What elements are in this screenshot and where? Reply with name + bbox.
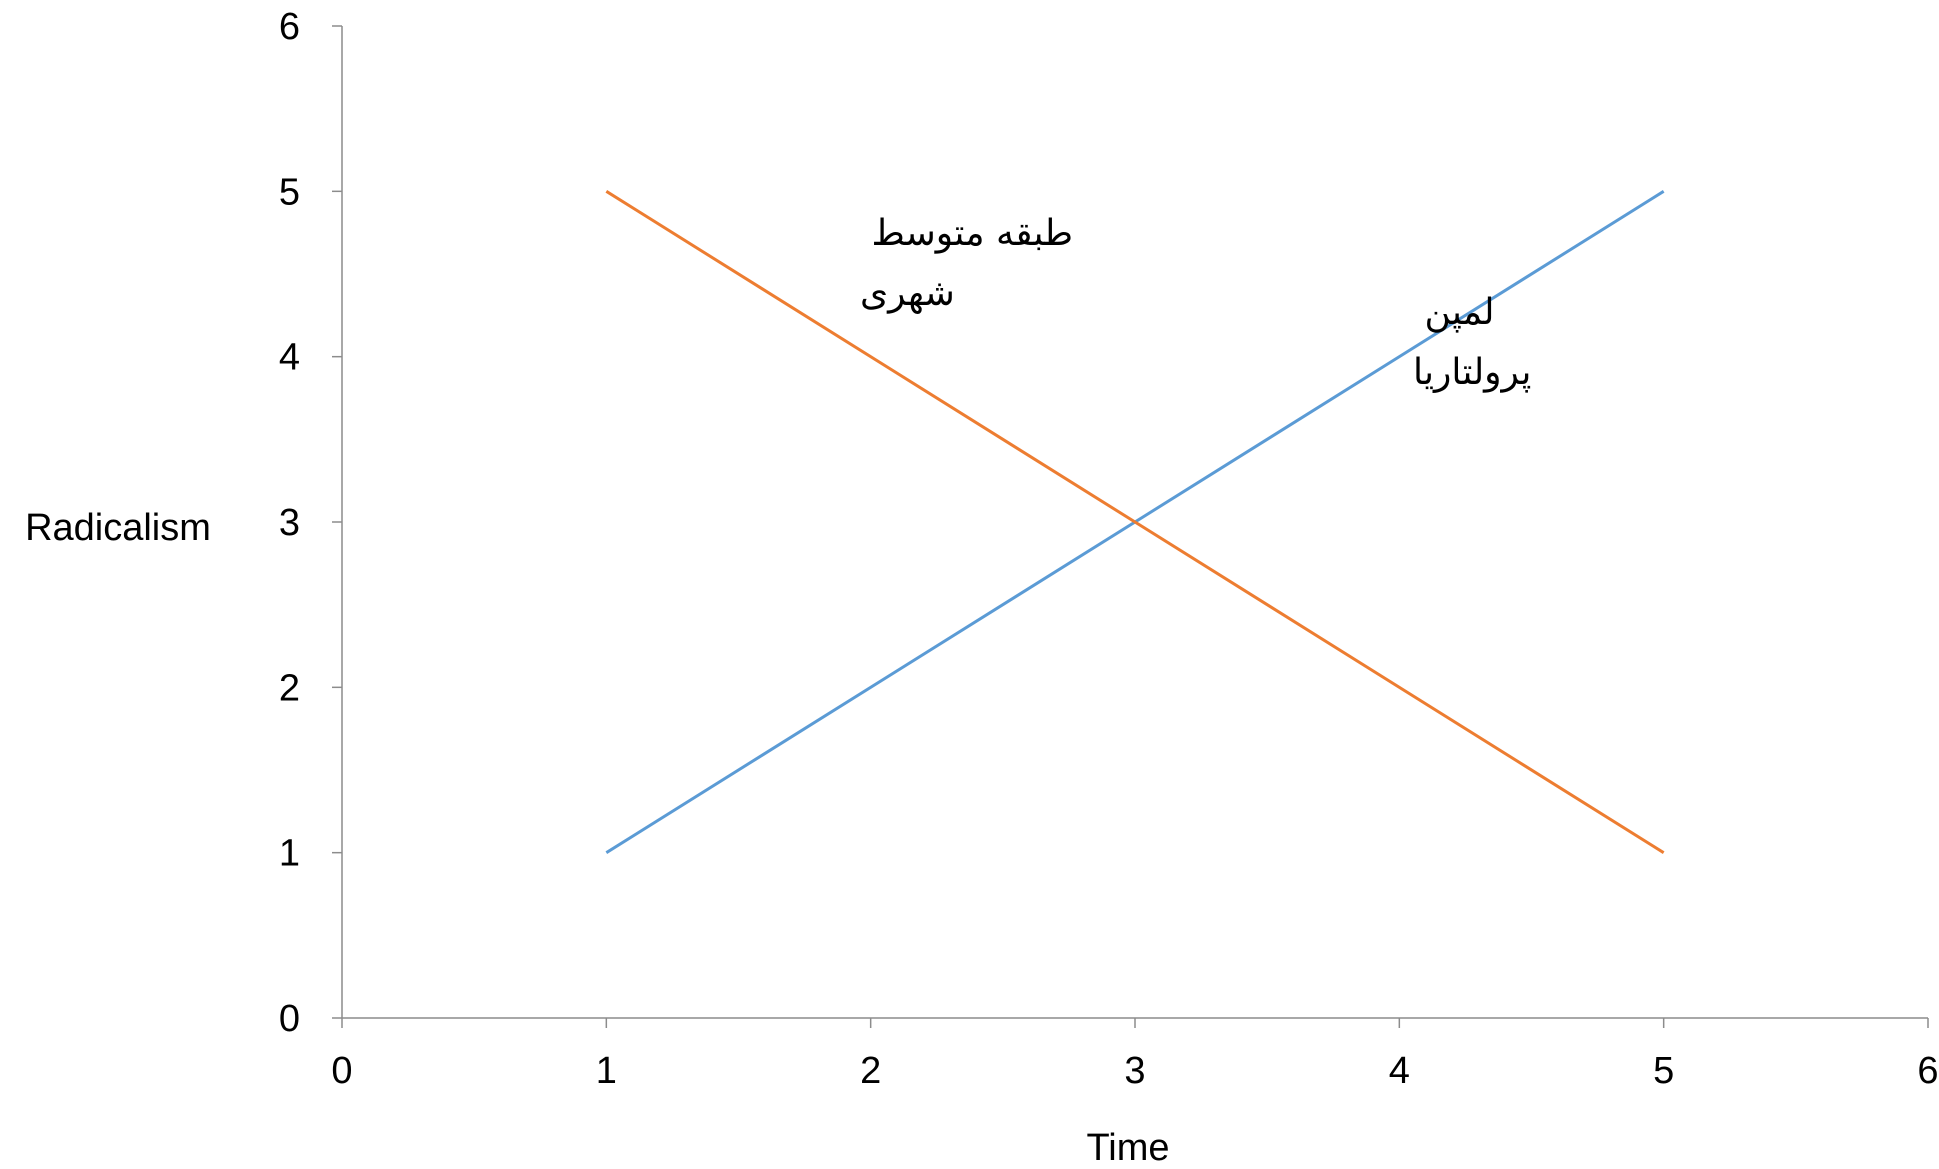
y-tick-label: 5 — [279, 171, 300, 213]
x-axis-title: Time — [1086, 1127, 1169, 1169]
y-tick-label: 1 — [279, 833, 300, 875]
series-line-1 — [605, 190, 1665, 854]
ticks-layer: 0 1 2 3 4 5 6 0 1 2 3 4 5 6 — [279, 6, 1939, 1092]
x-tick-label: 6 — [1917, 1050, 1938, 1092]
x-tick-label: 4 — [1389, 1050, 1410, 1092]
x-tick-label: 1 — [596, 1050, 617, 1092]
y-axis-title: Radicalism — [25, 507, 211, 549]
series-label-urban-middle-class: طبقه متوسط شهری — [860, 213, 1073, 314]
y-tick-label: 6 — [279, 6, 300, 48]
x-tick-label: 2 — [860, 1050, 881, 1092]
series-label-line: شهری — [860, 273, 955, 314]
y-tick-label: 4 — [279, 337, 300, 379]
series-layer — [605, 190, 1665, 854]
series-label-line: لمپن — [1424, 292, 1494, 333]
series-label-line: پرولتاریا — [1413, 352, 1531, 393]
series-label-lumpen-proletariat: لمپن پرولتاریا — [1413, 292, 1531, 393]
series-label-line: طبقه متوسط — [871, 213, 1073, 254]
x-tick-label: 3 — [1124, 1050, 1145, 1092]
x-tick-label: 5 — [1653, 1050, 1674, 1092]
y-tick-label: 2 — [279, 667, 300, 709]
y-tick-label: 3 — [279, 502, 300, 544]
x-tick-label: 0 — [331, 1050, 352, 1092]
y-tick-label: 0 — [279, 998, 300, 1040]
